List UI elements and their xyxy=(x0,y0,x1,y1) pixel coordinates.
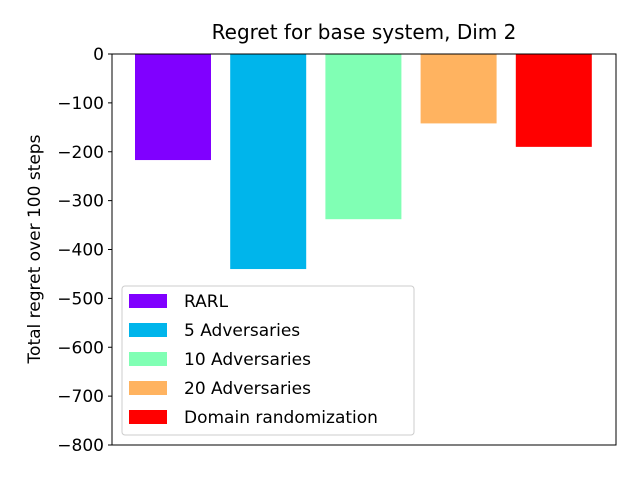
bar-2 xyxy=(325,54,402,220)
y-axis-label: Total regret over 100 steps xyxy=(25,134,45,364)
bar-3 xyxy=(420,54,497,124)
y-tick-label: 0 xyxy=(93,45,104,65)
y-axis: 0 −100 −200 −300 −400 −500 −600 −700 −800 xyxy=(57,45,112,456)
y-tick-label: −700 xyxy=(57,387,104,407)
plot-frame xyxy=(111,53,617,446)
chart-title: Regret for base system, Dim 2 xyxy=(212,20,517,44)
y-tick-label: −200 xyxy=(57,143,104,163)
legend-swatch xyxy=(129,410,167,424)
bars-group xyxy=(135,54,592,270)
y-tick-label: −100 xyxy=(57,94,104,114)
legend-label: RARL xyxy=(184,292,229,312)
y-tick-label: −400 xyxy=(57,241,104,261)
bar-0 xyxy=(135,54,211,161)
legend-label: 20 Adversaries xyxy=(184,379,311,399)
legend-swatch xyxy=(129,323,167,337)
legend-label: 5 Adversaries xyxy=(184,321,300,341)
bar-1 xyxy=(230,54,307,270)
legend: RARL 5 Adversaries 10 Adversaries 20 Advers… xyxy=(121,285,415,436)
legend-swatch xyxy=(129,352,167,366)
y-tick-label: −300 xyxy=(57,192,104,212)
y-tick-label: −600 xyxy=(57,338,104,358)
legend-label: 10 Adversaries xyxy=(184,350,311,370)
legend-box xyxy=(121,285,415,436)
legend-swatch xyxy=(129,294,167,308)
bar-4 xyxy=(515,54,592,147)
y-tick-label: −500 xyxy=(57,289,104,309)
legend-label: Domain randomization xyxy=(184,408,378,428)
y-tick-label: −800 xyxy=(57,436,104,456)
legend-swatch xyxy=(129,381,167,395)
